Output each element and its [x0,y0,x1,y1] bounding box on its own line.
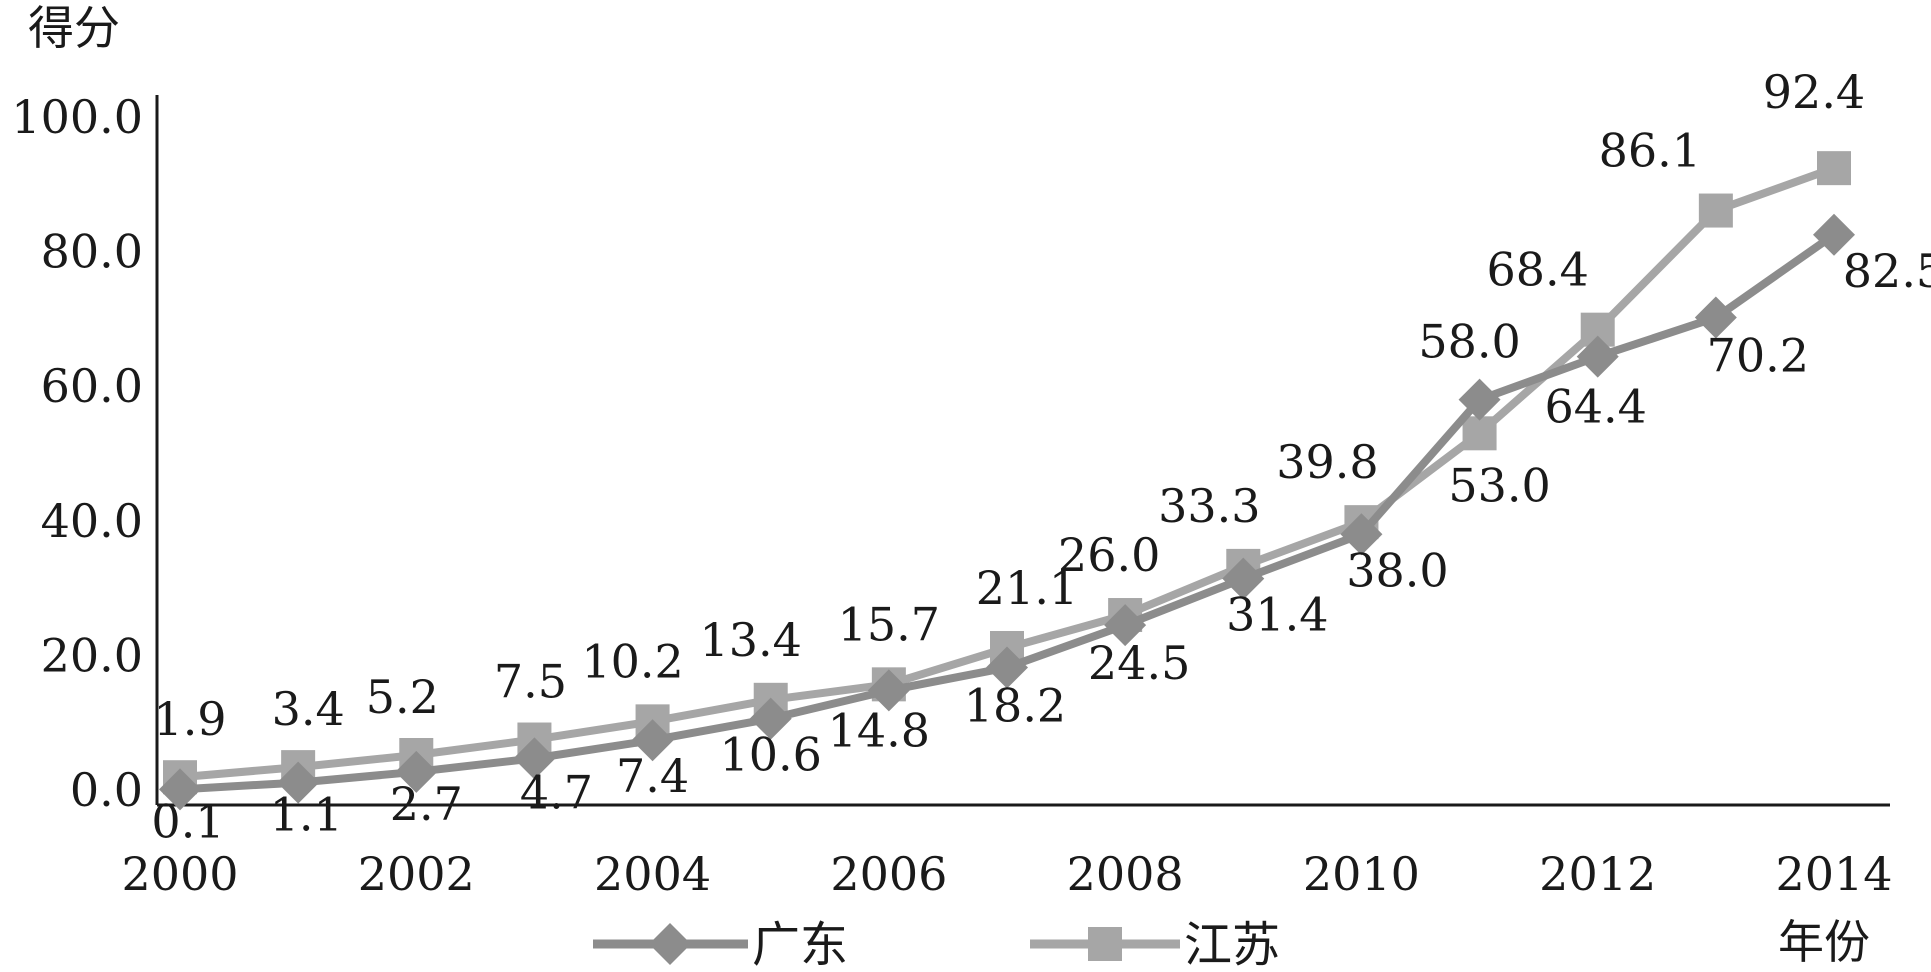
data-label: 39.8 [1276,435,1378,489]
data-label: 24.5 [1088,636,1190,690]
y-tick-label: 20.0 [41,628,143,682]
data-label: 86.1 [1599,124,1701,178]
legend: 广东 江苏 [593,917,1280,972]
data-point [1817,151,1851,185]
data-label: 13.4 [700,613,802,667]
y-axis-title: 得分 [28,1,120,55]
data-label: 10.6 [720,728,822,782]
y-tick-label: 80.0 [41,225,143,279]
data-label: 58.0 [1418,315,1520,369]
data-labels: 0.1 1.1 2.7 4.7 7.4 10.6 14.8 18.224.531.438.05… [151,65,1931,848]
x-tick-label: 2002 [358,847,475,901]
legend-label: 广东 [752,917,848,972]
x-tick-label: 2000 [121,847,238,901]
x-tick-label: 2010 [1303,847,1420,901]
y-tick-label: 100.0 [11,90,143,144]
legend-item: 江苏 [1030,917,1280,972]
data-label: 18.2 [964,679,1066,733]
legend-marker [1088,927,1122,961]
legend-marker [649,923,691,965]
data-label: 4.7 [520,765,593,819]
y-tick-label: 40.0 [41,494,143,548]
y-tick-label: 60.0 [41,359,143,413]
x-tick-label: 2008 [1067,847,1184,901]
data-label: 7.4 [616,749,689,803]
data-label: 38.0 [1346,543,1448,597]
data-label: 1.1 [270,788,343,842]
data-label: 92.4 [1763,65,1865,119]
data-label: 10.2 [581,634,683,688]
data-label: 82.5 [1843,244,1931,298]
data-point [1699,194,1733,228]
legend-item: 广东 [593,917,848,972]
data-label: 1.9 [153,692,226,746]
x-axis-ticks: 2000 2002 2004 2006 2008 2010 2012 2014 [121,847,1892,901]
data-label: 31.4 [1226,588,1328,642]
data-label: 33.3 [1158,479,1260,533]
data-label: 53.0 [1448,458,1550,512]
data-label: 3.4 [272,682,345,736]
data-label: 15.7 [838,597,940,651]
data-label: 5.2 [366,670,439,724]
data-label: 2.7 [390,777,463,831]
x-tick-label: 2012 [1539,847,1656,901]
data-label: 0.1 [151,794,224,848]
x-axis-title: 年份 [1778,915,1870,969]
data-label: 26.0 [1058,528,1160,582]
data-point [1463,416,1497,450]
data-label: 7.5 [494,655,567,709]
x-tick-label: 2014 [1775,847,1892,901]
data-label: 64.4 [1545,380,1647,434]
legend-label: 江苏 [1184,917,1280,972]
y-axis-ticks: 0.0 20.0 40.0 60.0 80.0 100.0 [11,90,143,817]
data-label: 68.4 [1487,243,1589,297]
x-tick-label: 2006 [830,847,947,901]
x-tick-label: 2004 [594,847,711,901]
data-label: 14.8 [828,703,930,757]
y-tick-label: 0.0 [70,763,143,817]
data-label: 70.2 [1707,329,1809,383]
